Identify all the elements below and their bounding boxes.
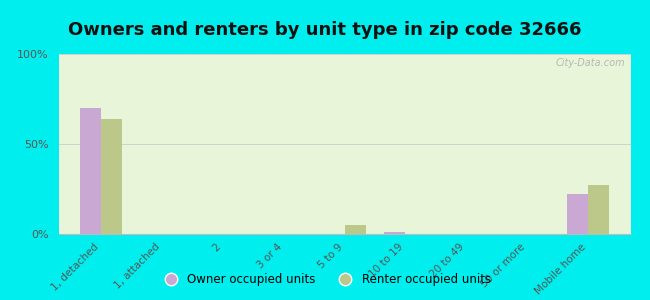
- Text: Owners and renters by unit type in zip code 32666: Owners and renters by unit type in zip c…: [68, 21, 582, 39]
- Text: City-Data.com: City-Data.com: [555, 58, 625, 68]
- Bar: [101, 119, 122, 234]
- Bar: [384, 232, 406, 234]
- Bar: [344, 225, 366, 234]
- Legend: Owner occupied units, Renter occupied units: Owner occupied units, Renter occupied un…: [154, 269, 496, 291]
- Bar: [588, 185, 609, 234]
- Bar: [80, 108, 101, 234]
- Bar: [567, 194, 588, 234]
